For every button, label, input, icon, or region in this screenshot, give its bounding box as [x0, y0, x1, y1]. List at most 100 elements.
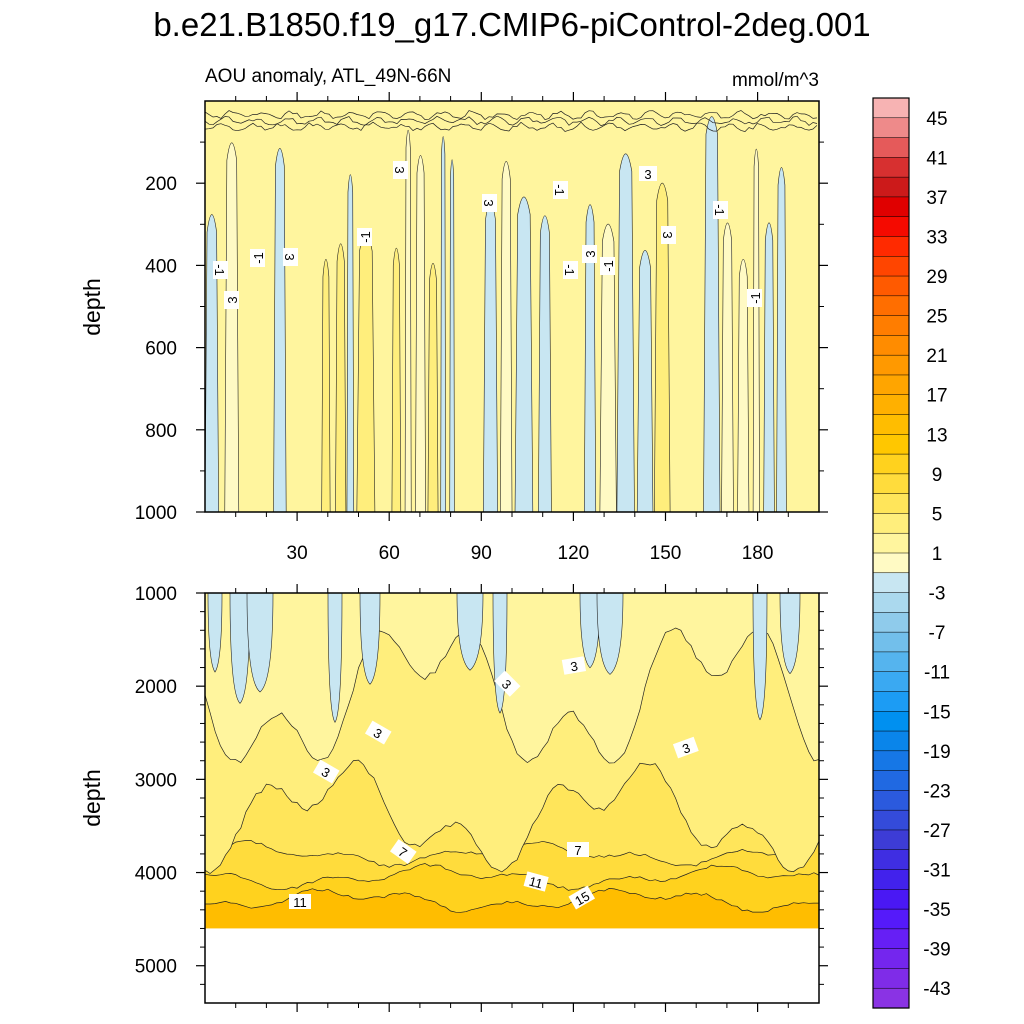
upper-anomaly-filament: [763, 222, 775, 512]
colorbar-swatch: [872, 968, 910, 989]
colorbar-swatch: [872, 196, 910, 218]
upper-contour-label: -1: [600, 257, 616, 275]
colorbar-tick-label: 21: [926, 346, 947, 367]
upper-surface-contour: [205, 110, 818, 121]
upper-surface-contour: [205, 115, 818, 127]
colorbar-swatch: [872, 256, 910, 277]
colorbar-tick-label: 1: [932, 544, 943, 565]
lower-contour-label-text: 3: [680, 740, 692, 757]
upper-contour-label: -1: [212, 261, 228, 279]
lower-contour-label: 3: [672, 736, 699, 759]
colorbar-swatch: [872, 651, 910, 673]
lower-y-tick-label: 4000: [135, 864, 177, 885]
upper-anomaly-filament: [449, 159, 455, 512]
lower-depth-axis-label: depth: [79, 769, 105, 827]
lower-contour-label: 3: [561, 656, 587, 675]
colorbar-swatch: [872, 354, 910, 376]
colorbar-swatch: [872, 176, 910, 198]
colorbar-tick-label: -15: [923, 702, 950, 723]
upper-anomaly-filament: [415, 155, 426, 512]
colorbar-swatch: [872, 790, 910, 811]
lower-y-tick-label: 5000: [135, 957, 177, 978]
upper-y-tick-label: 600: [145, 339, 177, 360]
upper-contour-label: -1: [357, 228, 373, 246]
upper-anomaly-filament: [636, 249, 654, 512]
upper-contour-label-text: 3: [392, 166, 407, 173]
upper-contour-label: 3: [481, 194, 497, 212]
colorbar-swatch: [872, 770, 910, 791]
colorbar-swatch: [872, 532, 910, 554]
colorbar-swatch: [872, 552, 910, 574]
colorbar-swatch: [872, 216, 910, 238]
upper-anomaly-filament: [346, 174, 355, 512]
colorbar-swatch: [872, 315, 910, 336]
upper-contour-label-text: -1: [212, 264, 227, 276]
lower-contour-label-text: 3: [569, 658, 579, 674]
colorbar-tick-label: 29: [926, 267, 947, 288]
colorbar-swatch: [872, 453, 910, 475]
upper-anomaly-filament: [356, 233, 376, 512]
upper-y-tick-label: 800: [145, 421, 177, 442]
panel-subtitle: AOU anomaly, ATL_49N-66N: [205, 66, 451, 87]
upper-anomaly-filament: [427, 262, 439, 512]
upper-anomaly-filament: [440, 136, 446, 512]
colorbar-swatch: [872, 493, 910, 514]
upper-contour-label-text: 3: [583, 250, 598, 257]
colorbar-swatch: [872, 137, 910, 158]
upper-x-tick-label: 90: [471, 543, 492, 564]
colorbar-swatch: [872, 157, 910, 178]
upper-anomaly-filament: [584, 204, 597, 512]
upper-anomaly-filament: [776, 167, 787, 512]
colorbar-swatch: [872, 750, 910, 772]
colorbar-tick-label: 41: [926, 148, 947, 169]
colorbar-swatch: [872, 335, 910, 356]
colorbar-swatch: [872, 572, 910, 594]
upper-contour-label: -1: [552, 181, 568, 199]
colorbar-swatch: [872, 236, 910, 257]
colorbar-swatch: [872, 592, 910, 613]
lower-anomaly-blob: [456, 593, 484, 671]
upper-anomaly-filament: [616, 153, 635, 512]
lower-y-tick-label: 1000: [135, 584, 177, 605]
upper-anomaly-filament: [404, 129, 412, 512]
colorbar-swatch: [872, 394, 910, 416]
colorbar-swatch: [872, 295, 910, 317]
upper-contour-label-text: 3: [660, 231, 675, 238]
upper-contour-label: -1: [562, 261, 578, 279]
upper-contour-label-text: -1: [251, 252, 266, 264]
upper-surface-contour: [205, 121, 818, 132]
upper-x-tick-label: 150: [650, 543, 682, 564]
lower-anomaly-blob: [779, 593, 801, 675]
colorbar-tick-label: 5: [932, 504, 943, 525]
upper-y-tick-label: 400: [145, 256, 177, 277]
lower-y-tick-label: 3000: [135, 770, 177, 791]
figure-title: b.e21.B1850.f19_g17.CMIP6-piControl-2deg…: [153, 6, 870, 43]
upper-y-tick-label: 200: [145, 174, 177, 195]
colorbar-swatch: [872, 97, 910, 119]
colorbar-swatch: [872, 849, 910, 871]
upper-anomaly-filament: [538, 215, 552, 512]
upper-panel: 3-13-13-1 3-1-13-13-1-13 2004006008001000…: [135, 92, 828, 564]
upper-anomaly-filament: [514, 196, 534, 512]
colorbar-tick-label: -35: [923, 900, 950, 921]
upper-contour-label: -1: [250, 249, 266, 267]
colorbar-swatch: [872, 948, 910, 969]
colorbar-swatch: [872, 987, 910, 1009]
colorbar-tick-label: 13: [926, 425, 947, 446]
colorbar-tick-label: 9: [932, 465, 943, 486]
lower-anomaly-blob: [246, 593, 274, 693]
colorbar: 45 41 37 33 29 25 21 17 13 9 5 1 -3 -7 -11 -15 -19 -23 -27…: [872, 97, 951, 1009]
upper-anomaly-filament: [654, 182, 671, 512]
lower-anomaly-blob: [327, 593, 343, 723]
upper-depth-axis-label: depth: [79, 278, 105, 336]
lower-contour-label: 7: [389, 839, 417, 865]
colorbar-swatch: [872, 869, 910, 890]
colorbar-swatch: [872, 117, 910, 139]
upper-contour-field: 3-13-13-1 3-1-13-13-1-13: [205, 101, 819, 512]
units-label: mmol/m^3: [732, 70, 819, 91]
upper-contour-label: -1: [747, 289, 763, 307]
colorbar-swatch: [872, 671, 910, 693]
lower-contour-label-text: 11: [527, 873, 544, 891]
